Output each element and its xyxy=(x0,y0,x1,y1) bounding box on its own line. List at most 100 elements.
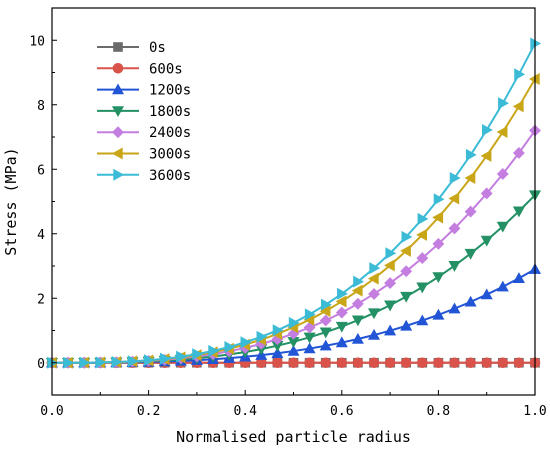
legend: 0s 600s 1200s 1800s 2400s 3000s 3600s xyxy=(97,40,191,184)
legend-marker xyxy=(111,147,123,160)
data-point xyxy=(514,68,526,81)
data-point xyxy=(319,327,332,339)
data-point xyxy=(464,171,476,184)
data-point xyxy=(465,148,477,161)
legend-label: 1800s xyxy=(149,104,191,120)
data-point xyxy=(464,248,477,260)
x-tick-label: 0.8 xyxy=(427,404,450,419)
y-tick-label: 0 xyxy=(37,357,45,372)
data-point xyxy=(496,280,509,292)
data-point xyxy=(432,272,445,284)
data-point xyxy=(432,237,445,250)
data-point xyxy=(480,235,493,247)
data-point xyxy=(288,316,300,329)
data-point xyxy=(449,357,460,369)
data-point xyxy=(384,357,396,369)
data-point xyxy=(240,336,252,349)
data-point xyxy=(448,261,461,272)
data-point xyxy=(416,314,429,326)
series-1200s xyxy=(45,263,542,368)
data-point xyxy=(448,302,461,314)
data-point xyxy=(319,339,332,351)
data-point xyxy=(481,357,493,369)
x-tick-label: 0.4 xyxy=(233,404,257,419)
legend-label: 3000s xyxy=(149,147,191,163)
data-point xyxy=(304,308,316,321)
data-point xyxy=(272,324,284,337)
data-point xyxy=(63,356,75,369)
legend-label: 600s xyxy=(149,61,183,77)
data-point xyxy=(208,344,220,357)
data-point xyxy=(368,328,381,340)
data-point xyxy=(353,275,365,288)
plot-series xyxy=(45,37,542,369)
data-point xyxy=(448,222,461,235)
y-tick-label: 6 xyxy=(37,163,45,178)
data-point xyxy=(335,321,348,333)
data-point xyxy=(496,221,509,233)
data-point xyxy=(400,244,411,257)
data-point xyxy=(351,297,364,310)
data-point xyxy=(496,126,508,139)
data-point xyxy=(335,306,348,319)
data-point xyxy=(111,355,123,369)
data-point xyxy=(224,340,236,354)
data-point xyxy=(176,350,187,363)
data-point xyxy=(416,228,428,241)
data-point xyxy=(383,259,395,272)
y-tick-label: 10 xyxy=(29,34,45,49)
data-point xyxy=(304,357,315,369)
legend-marker xyxy=(112,63,124,74)
data-point xyxy=(433,193,445,206)
data-point xyxy=(497,357,509,369)
data-point xyxy=(159,352,171,365)
data-point xyxy=(384,300,397,312)
legend-item: 3000s xyxy=(97,147,191,163)
x-tick-label: 1.0 xyxy=(523,404,546,419)
data-point xyxy=(480,149,492,162)
legend-item: 2400s xyxy=(97,125,191,141)
data-point xyxy=(367,272,379,285)
data-point xyxy=(512,147,525,159)
data-point xyxy=(288,357,299,369)
data-point xyxy=(432,308,445,320)
data-point xyxy=(192,348,204,361)
data-point xyxy=(272,357,283,369)
data-point xyxy=(351,332,364,344)
data-point xyxy=(416,252,429,265)
data-point xyxy=(287,344,300,356)
data-point xyxy=(143,354,155,367)
data-point xyxy=(351,284,363,297)
y-tick-label: 8 xyxy=(37,99,45,114)
data-point xyxy=(351,315,364,327)
data-point xyxy=(449,171,461,185)
data-point xyxy=(481,123,493,137)
y-tick-label: 2 xyxy=(37,292,45,307)
data-point xyxy=(512,272,525,283)
data-point xyxy=(464,295,477,307)
data-point xyxy=(417,212,429,225)
data-point xyxy=(385,247,397,260)
data-point xyxy=(79,356,91,369)
data-point xyxy=(95,356,107,369)
y-tick-label: 4 xyxy=(37,228,45,243)
data-point xyxy=(335,295,347,308)
legend-label: 2400s xyxy=(149,125,191,141)
data-point xyxy=(337,287,348,300)
data-point xyxy=(448,192,460,205)
legend-item: 600s xyxy=(97,61,183,77)
data-point xyxy=(127,355,139,368)
data-point xyxy=(320,357,332,369)
data-point xyxy=(384,277,397,290)
data-point xyxy=(512,206,525,218)
data-point xyxy=(319,314,332,327)
legend-marker xyxy=(111,83,125,95)
data-point xyxy=(496,168,509,180)
data-point xyxy=(321,298,332,311)
data-point xyxy=(480,187,493,200)
legend-label: 0s xyxy=(149,40,166,56)
data-point xyxy=(336,357,348,369)
data-point xyxy=(416,282,429,294)
data-point xyxy=(498,97,509,110)
